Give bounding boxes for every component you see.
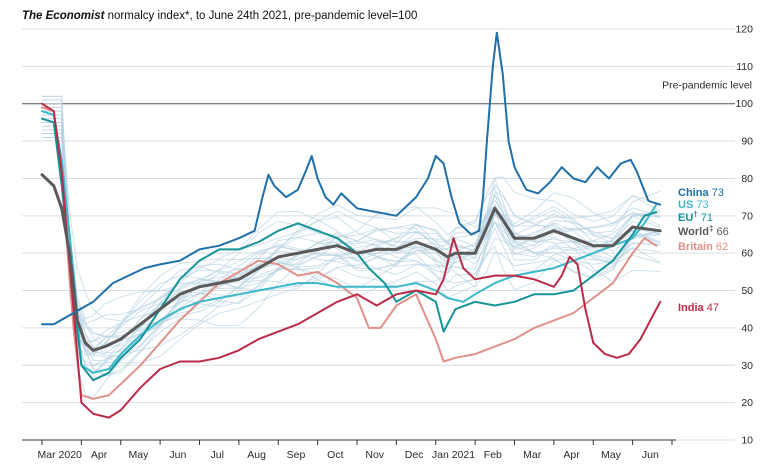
y-tick-label: 20 bbox=[741, 397, 753, 409]
background-country-line bbox=[42, 99, 661, 352]
background-country-line bbox=[42, 125, 661, 339]
x-axis-ticks: Mar 2020 Apr May Jun Jul Aug Sep Oct Nov Dec Jan 2… bbox=[22, 439, 676, 461]
background-country-line bbox=[42, 103, 661, 342]
background-country-line bbox=[42, 136, 661, 338]
background-country-line bbox=[42, 95, 661, 364]
gridlines bbox=[22, 28, 735, 441]
x-tick-label: Aug bbox=[247, 449, 266, 461]
y-tick-label: 120 bbox=[735, 24, 753, 36]
background-country-line bbox=[42, 99, 661, 365]
y-tick-label: 80 bbox=[741, 173, 753, 185]
x-tick-label: Mar bbox=[523, 449, 542, 461]
background-country-line bbox=[42, 103, 661, 352]
series-label-eu: EU† 71 bbox=[678, 210, 713, 224]
background-country-line bbox=[42, 133, 661, 343]
x-tick-label: Nov bbox=[365, 449, 384, 461]
y-tick-label: 90 bbox=[741, 136, 753, 148]
x-tick-label: Oct bbox=[327, 449, 343, 461]
series-line-britain bbox=[41, 106, 658, 400]
y-tick-label: 40 bbox=[741, 322, 753, 334]
series-line-eu bbox=[41, 117, 658, 382]
y-tick-label: 70 bbox=[741, 210, 753, 222]
y-tick-label: 10 bbox=[741, 435, 753, 447]
series-line-china bbox=[41, 31, 662, 326]
x-tick-label: May bbox=[129, 449, 150, 461]
y-tick-label: 50 bbox=[741, 285, 753, 297]
series-line-world bbox=[40, 173, 662, 352]
series-line-us bbox=[41, 110, 658, 374]
x-tick-label: May bbox=[601, 449, 622, 461]
chart-title: The Economist normalcy index*, to June 2… bbox=[22, 10, 417, 22]
x-tick-label: Mar 2020 bbox=[38, 449, 83, 461]
y-tick-label: 60 bbox=[741, 248, 753, 260]
x-tick-label: Jul bbox=[211, 449, 224, 461]
x-tick-label: Apr bbox=[91, 449, 108, 461]
x-tick-label: Jun bbox=[642, 449, 659, 461]
y-tick-label: 110 bbox=[736, 61, 753, 73]
x-tick-label: Feb bbox=[484, 449, 502, 461]
background-country-line bbox=[42, 110, 661, 354]
highlighted-series bbox=[40, 31, 662, 419]
series-label-china: China 73 bbox=[678, 187, 724, 199]
chart-title-text: normalcy index*, to June 24th 2021, pre-… bbox=[104, 10, 417, 22]
y-tick-label: 30 bbox=[741, 360, 753, 372]
reference-line-group: Pre-pandemic level bbox=[22, 80, 752, 105]
chart-title-publication: The Economist bbox=[22, 10, 106, 22]
series-label-world: World‡ 66 bbox=[678, 224, 729, 238]
series-label-us: US 73 bbox=[678, 199, 709, 211]
x-tick-label: Dec bbox=[405, 449, 424, 461]
x-tick-label: Jan 2021 bbox=[432, 449, 475, 461]
x-tick-label: Apr bbox=[563, 449, 580, 461]
series-line-india bbox=[41, 102, 662, 419]
x-tick-label: Sep bbox=[287, 449, 306, 461]
series-label-britain: Britain 62 bbox=[678, 241, 728, 253]
background-country-line bbox=[42, 107, 661, 374]
x-tick-label: Jun bbox=[169, 449, 186, 461]
series-label-india: India 47 bbox=[678, 302, 719, 314]
y-axis-ticks: 10 20 30 40 50 60 70 80 90 100 110 120 bbox=[735, 24, 753, 447]
background-country-line bbox=[42, 95, 661, 348]
y-tick-label: 100 bbox=[735, 98, 753, 110]
pre-pandemic-level-label: Pre-pandemic level bbox=[662, 80, 752, 92]
background-country-line bbox=[42, 125, 661, 367]
